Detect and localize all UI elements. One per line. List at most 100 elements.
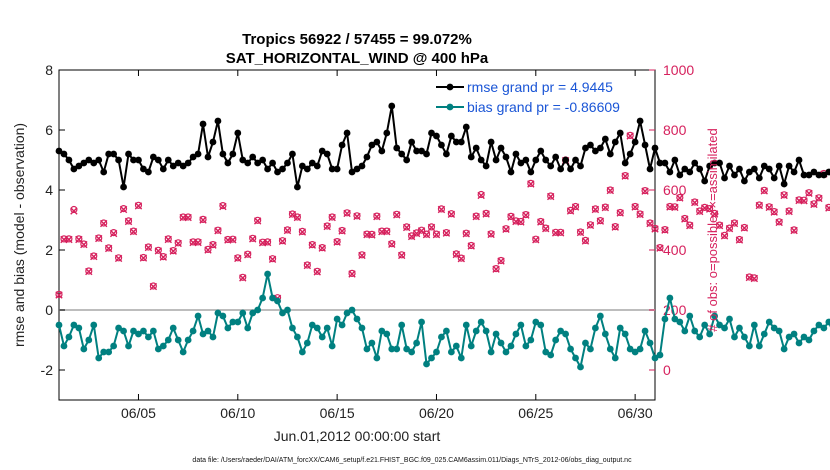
bias-point (110, 342, 118, 350)
bias-point (259, 294, 267, 302)
rmse-point (289, 150, 296, 158)
obs-possible-point (676, 193, 684, 202)
rmse-point (790, 168, 798, 176)
obs-assimilated-point (383, 228, 391, 236)
obs-possible-point (164, 235, 172, 243)
obs-possible-point (681, 214, 689, 223)
obs-possible-point (686, 221, 694, 229)
obs-assimilated-point (318, 244, 326, 252)
rmse-point (423, 150, 430, 158)
bias-point (219, 312, 227, 320)
rmse-point (462, 123, 470, 131)
obs-assimilated-point (467, 242, 475, 250)
obs-assimilated-point (219, 202, 227, 211)
footnote: data file: /Users/raeder/DAI/ATM_forcXX/… (192, 457, 632, 464)
bias-point (671, 315, 679, 323)
obs-possible-point (75, 235, 83, 243)
bias-point (234, 318, 242, 326)
obs-possible-point (209, 241, 217, 249)
obs-possible-point (129, 227, 138, 235)
bias-point (323, 324, 331, 332)
obs-possible-point (636, 210, 644, 218)
rmse-point (438, 141, 445, 149)
rmse-point (145, 168, 152, 176)
rmse-point (169, 162, 177, 170)
bias-point (408, 348, 416, 356)
bias-point (497, 339, 505, 347)
obs-possible-point (452, 250, 460, 258)
obs-possible-point (586, 221, 595, 229)
y-right-tick-label: 600 (663, 182, 687, 198)
rmse-point (378, 147, 386, 155)
rmse-point (765, 165, 773, 173)
obs-possible-point (303, 261, 311, 269)
obs-possible-point (283, 226, 292, 234)
bias-point (269, 294, 276, 302)
bias-point (333, 315, 341, 323)
bias-point (452, 342, 460, 350)
obs-assimilated-point (696, 207, 704, 216)
rmse-point (125, 150, 132, 158)
obs-assimilated-point (373, 213, 381, 221)
obs-assimilated-point (626, 132, 634, 140)
obs-possible-point (214, 226, 222, 234)
obs-possible-point (576, 228, 585, 236)
obs-assimilated-point (671, 203, 679, 212)
bias-point (716, 321, 723, 329)
obs-assimilated-point (805, 189, 813, 197)
bias-point (512, 330, 520, 338)
x-tick-label: 06/25 (518, 405, 553, 421)
rmse-point (795, 156, 803, 164)
obs-possible-point (815, 194, 823, 202)
rmse-point (636, 117, 644, 125)
obs-assimilated-point (114, 254, 123, 263)
obs-possible-point (596, 217, 604, 225)
obs-assimilated-point (65, 235, 73, 244)
rmse-point (428, 129, 435, 137)
obs-assimilated-point (323, 222, 331, 231)
rmse-point (522, 156, 530, 164)
rmse-point (646, 165, 654, 173)
obs-assimilated-point (606, 186, 614, 195)
obs-possible-point (174, 239, 182, 247)
bias-point (726, 315, 733, 323)
obs-assimilated-point (542, 225, 550, 233)
legend-rmse-label: rmse grand pr = 4.9445 (467, 79, 613, 95)
rmse-point (164, 156, 172, 164)
rmse-point (601, 135, 609, 143)
rmse-point (477, 156, 485, 164)
obs-possible-point (119, 205, 128, 213)
obs-assimilated-point (691, 198, 699, 207)
bias-point (651, 354, 659, 362)
bias-point (115, 324, 122, 332)
bias-point (105, 348, 113, 356)
y-right-tick-label: 800 (663, 122, 687, 138)
legend: rmse grand pr = 4.9445 bias grand pr = -… (436, 79, 620, 115)
obs-assimilated-point (527, 180, 535, 188)
rmse-point (567, 165, 574, 173)
obs-assimilated-point (348, 270, 356, 278)
obs-possible-point (537, 217, 545, 226)
rmse-point (105, 150, 113, 158)
rmse-point (224, 159, 232, 167)
obs-possible-point (65, 235, 73, 243)
rmse-point (572, 156, 579, 164)
x-tick-label: 06/10 (220, 405, 255, 421)
obs-assimilated-point (184, 213, 192, 222)
obs-assimilated-point (447, 210, 456, 218)
bias-point (358, 324, 366, 332)
rmse-point (592, 147, 599, 155)
rmse-point (661, 159, 669, 167)
obs-possible-point (805, 189, 813, 197)
obs-possible-point (139, 253, 148, 262)
y-axis-label-left: rmse and bias (model - observation) (11, 123, 27, 347)
bias-point (418, 318, 425, 326)
obs-possible-point (318, 244, 326, 252)
bias-point (631, 348, 639, 356)
obs-possible-point (333, 238, 341, 246)
obs-possible-point (249, 234, 257, 242)
bias-point (741, 333, 748, 341)
obs-possible-point (358, 251, 366, 259)
obs-assimilated-point (159, 253, 167, 261)
bias-point (373, 354, 381, 362)
